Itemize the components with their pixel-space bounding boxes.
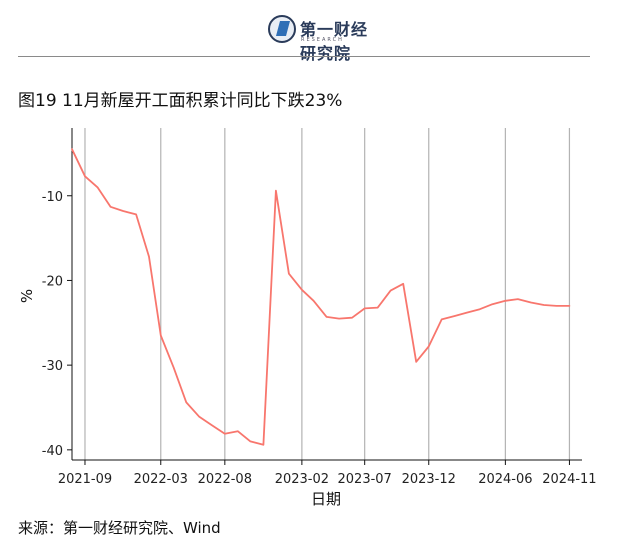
x-tick-label: 2024-06 — [478, 472, 532, 487]
x-tick-label: 2024-11 — [542, 472, 596, 487]
grid-lines — [84, 128, 571, 460]
logo-text: 第一财经研究院 — [300, 20, 369, 63]
header-divider — [18, 56, 590, 57]
x-tick-label: 2023-07 — [338, 472, 392, 487]
x-axis-ticks: 2021-09 2022-03 2022-08 2023-02 2023-07 2023-… — [58, 460, 597, 487]
y-axis-label: % — [18, 289, 36, 303]
y-tick-label: -40 — [42, 444, 63, 459]
figure-title: 图19 11月新屋开工面积累计同比下跌23% — [18, 91, 343, 111]
y-axis-ticks: -10 -20 -30 -40 — [42, 190, 72, 459]
x-tick-label: 2022-08 — [198, 472, 252, 487]
x-axis-label: 日期 — [311, 490, 341, 508]
x-tick-label: 2021-09 — [58, 472, 112, 487]
y-tick-label: -30 — [42, 359, 63, 374]
logo-subtext: RESEARCH — [301, 37, 344, 43]
x-tick-label: 2023-02 — [275, 472, 329, 487]
y-tick-label: -10 — [42, 190, 63, 205]
y-tick-label: -20 — [42, 274, 63, 289]
x-tick-label: 2022-03 — [134, 472, 188, 487]
series-group — [71, 148, 571, 446]
logo-icon — [268, 15, 296, 43]
x-tick-label: 2023-12 — [402, 472, 456, 487]
logo: 第一财经研究院 RESEARCH — [268, 10, 378, 63]
series-line — [71, 148, 571, 446]
source-note: 来源：第一财经研究院、Wind — [18, 519, 221, 537]
